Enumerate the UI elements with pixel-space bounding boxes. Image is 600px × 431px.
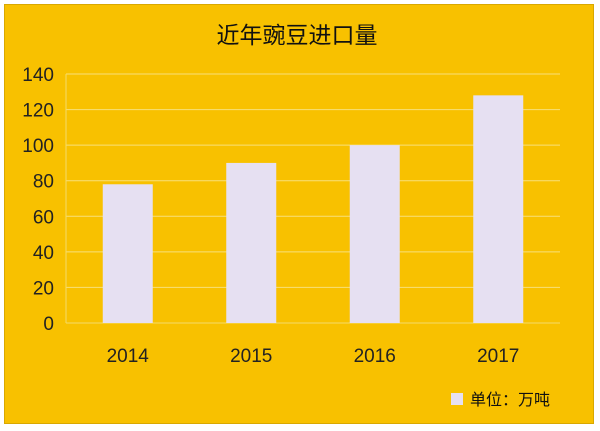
- y-tick-label: 40: [33, 243, 54, 264]
- y-axis-ticks: 0 20 40 60 80 100 120 140: [22, 65, 54, 335]
- x-tick-label: 2016: [354, 346, 396, 367]
- y-tick-label: 80: [33, 172, 54, 193]
- y-tick-label: 0: [43, 314, 54, 335]
- x-tick-label: 2017: [477, 346, 519, 367]
- bar: [102, 184, 153, 323]
- y-tick-label: 20: [33, 278, 54, 299]
- legend: 单位：万吨: [451, 390, 550, 409]
- bar: [349, 145, 400, 323]
- y-tick-label: 100: [22, 136, 54, 157]
- x-tick-label: 2015: [230, 346, 272, 367]
- legend-label: 单位：万吨: [470, 390, 550, 409]
- x-tick-label: 2014: [107, 346, 150, 367]
- y-tick-label: 120: [22, 101, 54, 122]
- y-tick-label: 60: [33, 207, 54, 228]
- bars: [102, 95, 524, 323]
- bar: [473, 95, 524, 323]
- chart-title: 近年豌豆进口量: [217, 23, 378, 49]
- x-axis-ticks: 2014 2015 2016 2017: [107, 346, 520, 367]
- y-tick-label: 140: [22, 65, 54, 86]
- legend-swatch: [451, 393, 463, 405]
- bar: [226, 162, 277, 323]
